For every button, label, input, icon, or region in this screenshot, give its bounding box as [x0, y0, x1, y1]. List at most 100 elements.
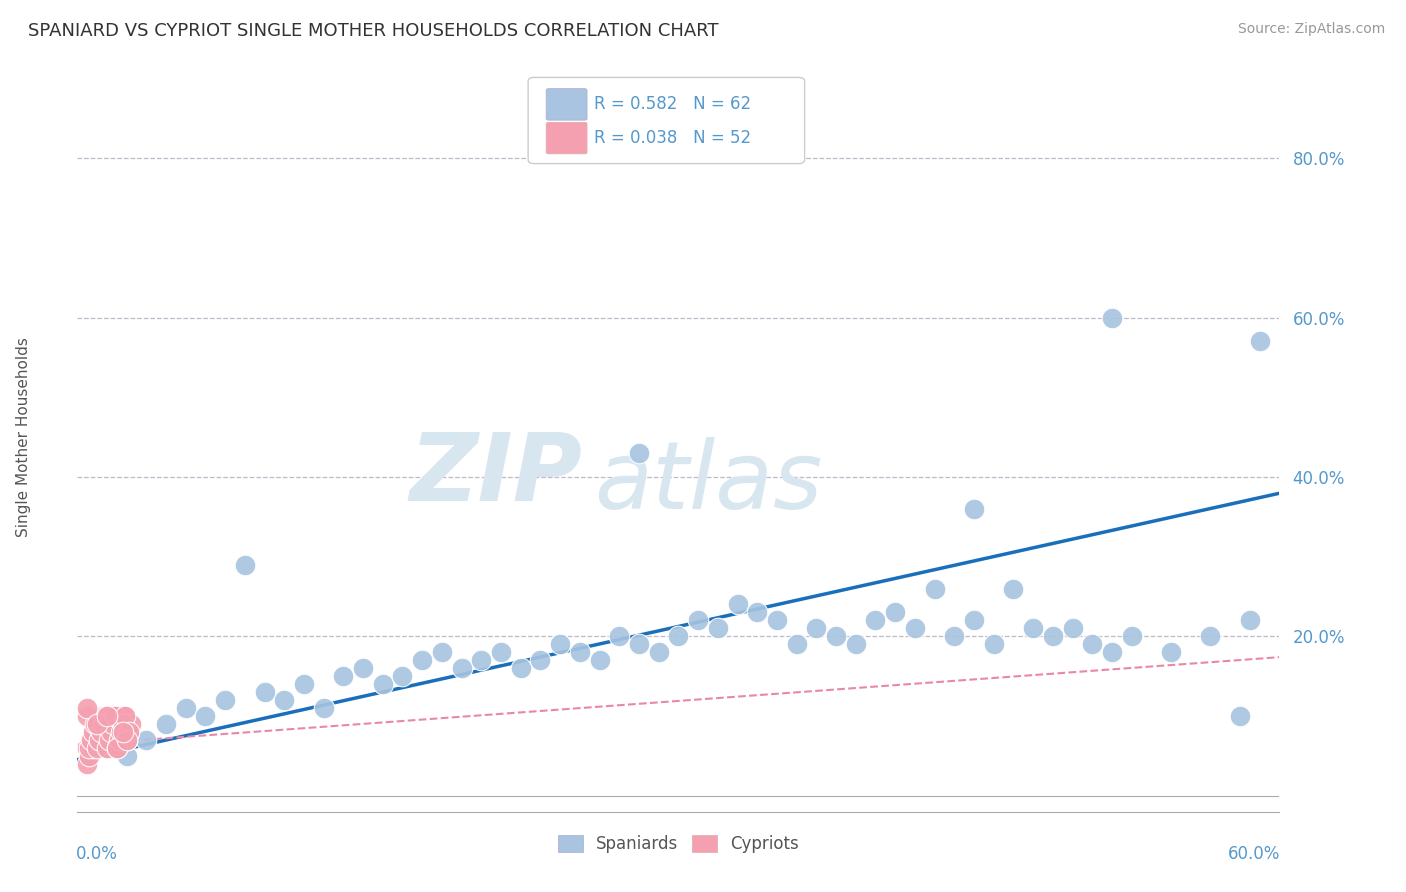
Text: R = 0.582   N = 62: R = 0.582 N = 62 — [595, 95, 751, 113]
Point — [1199, 629, 1222, 643]
Point — [588, 653, 610, 667]
Point — [1239, 614, 1261, 628]
Point — [943, 629, 966, 643]
Point — [97, 733, 120, 747]
Point — [904, 621, 927, 635]
Point — [91, 709, 114, 723]
Point — [865, 614, 887, 628]
Point — [450, 661, 472, 675]
Point — [273, 693, 295, 707]
Point — [411, 653, 433, 667]
Point — [1101, 310, 1123, 325]
Point — [666, 629, 689, 643]
Point — [627, 446, 650, 460]
Point — [194, 709, 217, 723]
Point — [489, 645, 512, 659]
Legend: Spaniards, Cypriots: Spaniards, Cypriots — [551, 828, 806, 860]
Point — [94, 717, 117, 731]
Point — [80, 733, 103, 747]
Point — [91, 717, 114, 731]
Point — [82, 741, 104, 756]
Point — [1249, 334, 1271, 349]
Point — [115, 748, 138, 763]
Point — [114, 709, 136, 723]
Point — [627, 637, 650, 651]
Point — [105, 741, 128, 756]
Point — [391, 669, 413, 683]
Point — [727, 598, 749, 612]
Point — [1042, 629, 1064, 643]
Point — [1081, 637, 1104, 651]
Point — [688, 614, 710, 628]
Text: Source: ZipAtlas.com: Source: ZipAtlas.com — [1237, 22, 1385, 37]
Point — [825, 629, 848, 643]
Point — [214, 693, 236, 707]
Text: ZIP: ZIP — [409, 428, 582, 521]
Point — [292, 677, 315, 691]
Point — [84, 725, 107, 739]
Point — [568, 645, 591, 659]
Text: SPANIARD VS CYPRIOT SINGLE MOTHER HOUSEHOLDS CORRELATION CHART: SPANIARD VS CYPRIOT SINGLE MOTHER HOUSEH… — [28, 22, 718, 40]
Point — [96, 709, 118, 723]
Point — [96, 741, 118, 756]
Point — [86, 717, 108, 731]
Point — [845, 637, 868, 651]
Text: 60.0%: 60.0% — [1229, 846, 1281, 863]
Point — [963, 501, 986, 516]
Point — [76, 741, 98, 756]
Text: 0.0%: 0.0% — [76, 846, 118, 863]
Point — [100, 725, 122, 739]
Point — [1121, 629, 1143, 643]
Point — [1229, 709, 1251, 723]
Point — [647, 645, 669, 659]
Text: Single Mother Households: Single Mother Households — [15, 337, 31, 537]
Point — [1022, 621, 1045, 635]
Point — [86, 741, 108, 756]
Point — [120, 717, 142, 731]
Point — [76, 756, 98, 771]
Point — [155, 717, 177, 731]
Point — [94, 709, 117, 723]
Point — [806, 621, 828, 635]
Point — [352, 661, 374, 675]
Point — [111, 725, 134, 739]
Point — [90, 725, 112, 739]
Point — [747, 606, 769, 620]
Point — [82, 725, 104, 739]
Point — [110, 725, 132, 739]
Point — [76, 709, 98, 723]
Point — [76, 701, 98, 715]
Point — [87, 717, 110, 731]
Point — [101, 717, 124, 731]
Point — [1101, 645, 1123, 659]
Point — [77, 748, 100, 763]
Point — [174, 701, 197, 715]
Point — [924, 582, 946, 596]
Point — [470, 653, 492, 667]
Point — [107, 733, 129, 747]
Point — [233, 558, 256, 572]
Point — [135, 733, 157, 747]
Point — [312, 701, 335, 715]
Point — [529, 653, 551, 667]
FancyBboxPatch shape — [546, 88, 588, 120]
Point — [253, 685, 276, 699]
Point — [983, 637, 1005, 651]
Point — [111, 717, 134, 731]
Point — [766, 614, 789, 628]
Text: atlas: atlas — [595, 436, 823, 527]
Point — [96, 741, 118, 756]
Point — [80, 733, 103, 747]
Point — [86, 733, 108, 747]
Text: R = 0.038   N = 52: R = 0.038 N = 52 — [595, 129, 751, 147]
Point — [115, 733, 138, 747]
Point — [117, 725, 139, 739]
Point — [104, 709, 127, 723]
FancyBboxPatch shape — [546, 122, 588, 153]
Point — [884, 606, 907, 620]
Point — [111, 717, 134, 731]
Point — [87, 733, 110, 747]
Point — [371, 677, 394, 691]
Point — [430, 645, 453, 659]
Point — [105, 741, 128, 756]
